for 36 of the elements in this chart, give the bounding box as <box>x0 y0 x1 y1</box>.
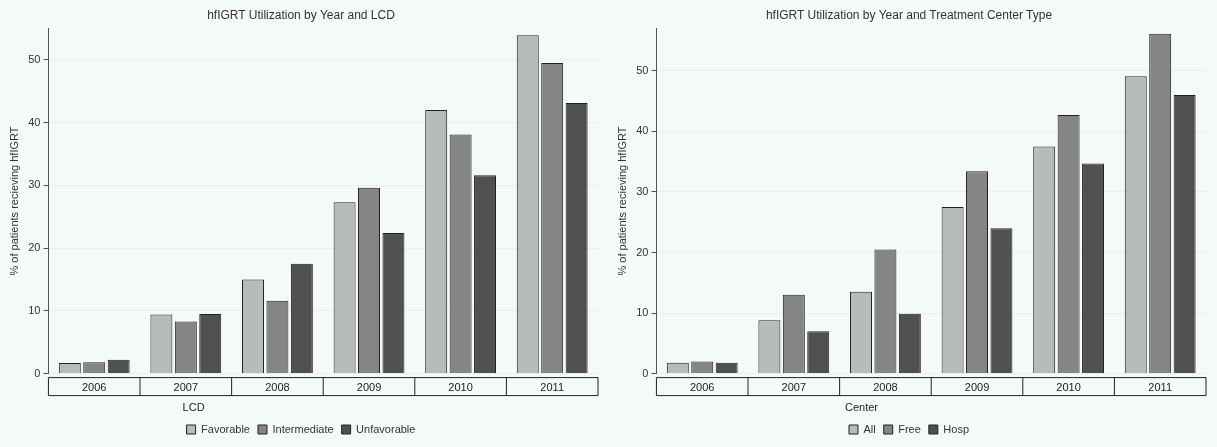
x-tick-label: 2008 <box>873 381 898 394</box>
legend-title: Center <box>844 401 879 414</box>
x-tick-label: 2006 <box>81 381 107 394</box>
x-tick-label: 2011 <box>540 381 565 394</box>
legend-title: LCD <box>182 401 205 414</box>
y-tick-label: 30 <box>28 178 41 191</box>
legend-label: Favorable <box>201 422 250 435</box>
y-tick-label: 40 <box>28 115 41 128</box>
y-tick-label: 0 <box>642 366 649 379</box>
y-axis-title: % of patients recieving hfIGRT <box>7 126 20 276</box>
y-tick-label: 50 <box>28 52 41 65</box>
x-tick-label: 2010 <box>448 381 473 394</box>
y-tick-label: 50 <box>636 63 649 76</box>
x-tick-label: 2010 <box>1056 381 1081 394</box>
y-tick-label: 20 <box>636 245 649 258</box>
legend-label: Unfavorable <box>356 422 416 435</box>
x-tick-label: 2006 <box>689 381 715 394</box>
x-tick-label: 2008 <box>265 381 290 394</box>
y-axis-title: % of patients recieving hfIGRT <box>615 126 628 276</box>
y-tick-label: 20 <box>28 241 41 254</box>
x-tick-label: 2011 <box>1148 381 1173 394</box>
y-tick-label: 10 <box>28 303 41 316</box>
x-tick-label: 2007 <box>173 381 199 394</box>
legend-label: All <box>863 422 876 435</box>
y-tick-label: 40 <box>636 124 649 137</box>
x-tick-label: 2009 <box>356 381 382 394</box>
x-tick-label: 2007 <box>781 381 807 394</box>
y-tick-label: 0 <box>34 366 41 379</box>
legend-label: Hosp <box>943 422 970 435</box>
x-tick-label: 2009 <box>964 381 990 394</box>
chart-title: hfIGRT Utilization by Year and LCD <box>207 7 396 22</box>
legend-label: Intermediate <box>272 422 334 435</box>
chart-title: hfIGRT Utilization by Year and Treatment Center Type <box>765 7 1053 22</box>
y-tick-label: 10 <box>636 306 649 319</box>
legend-label: Free <box>898 422 921 435</box>
y-tick-label: 30 <box>636 184 649 197</box>
